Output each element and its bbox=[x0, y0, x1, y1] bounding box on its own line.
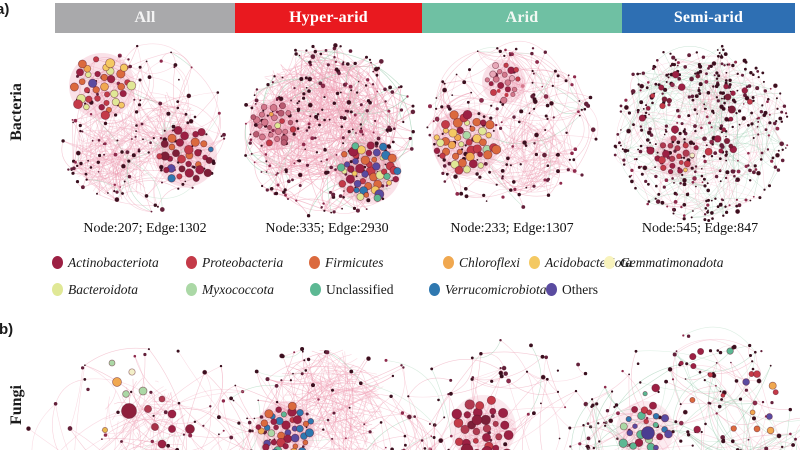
caption-arid: Node:233; Edge:1307 bbox=[450, 221, 574, 236]
proteobacteria-dot-icon bbox=[186, 256, 197, 269]
legend-label: Verrucomicrobiota bbox=[445, 281, 547, 297]
legend-item-chloroflexi: Chloroflexi bbox=[443, 255, 520, 270]
legend-label: Proteobacteria bbox=[202, 254, 284, 270]
legend-label: Others bbox=[562, 281, 598, 297]
panel-b-label: b) bbox=[0, 321, 14, 338]
caption-all: Node:207; Edge:1302 bbox=[83, 221, 207, 236]
unclassified-dot-icon bbox=[310, 283, 321, 296]
legend-item-actinobacteriota: Actinobacteriota bbox=[52, 255, 159, 270]
legend-item-bacteroidota: Bacteroidota bbox=[52, 282, 138, 297]
network-bacteria-all bbox=[61, 43, 226, 213]
legend-label: Bacteroidota bbox=[68, 281, 138, 297]
legend-label: Chloroflexi bbox=[459, 254, 520, 270]
legend-item-unclassified: Unclassified bbox=[310, 282, 393, 297]
legend-label: Gemmatimonadota bbox=[620, 254, 724, 270]
firmicutes-dot-icon bbox=[309, 256, 320, 269]
legend-item-others: Others bbox=[546, 282, 598, 297]
network-fungi-all bbox=[26, 347, 254, 450]
legend-item-proteobacteria: Proteobacteria bbox=[186, 255, 283, 270]
column-header-hyper-arid: Hyper-arid bbox=[235, 3, 422, 33]
bacteroidota-dot-icon bbox=[52, 283, 63, 296]
acidobacteriota-dot-icon bbox=[529, 256, 540, 269]
legend-item-gemmatimonadota: Gemmatimonadota bbox=[604, 255, 724, 270]
caption-semi-arid: Node:545; Edge:847 bbox=[641, 221, 759, 236]
gemmatimonadota-dot-icon bbox=[604, 256, 615, 269]
column-header-semi-arid: Semi-arid bbox=[622, 3, 795, 33]
others-dot-icon bbox=[546, 283, 557, 296]
legend-label: Myxococcota bbox=[202, 281, 274, 297]
actinobacteriota-dot-icon bbox=[52, 256, 63, 269]
network-fungi-hyper-arid bbox=[217, 347, 446, 450]
column-header-arid: Arid bbox=[422, 3, 622, 33]
network-bacteria-arid bbox=[426, 41, 599, 209]
column-header-all: All bbox=[55, 3, 235, 33]
myxococcota-dot-icon bbox=[186, 283, 197, 296]
panel-a-label: a) bbox=[0, 1, 10, 18]
network-bacteria-hyper-arid bbox=[244, 43, 416, 218]
legend-item-firmicutes: Firmicutes bbox=[309, 255, 384, 270]
legend-label: Unclassified bbox=[326, 281, 394, 297]
caption-hyper-arid: Node:335; Edge:2930 bbox=[265, 221, 389, 236]
legend-item-verrucomicrobiota: Verrucomicrobiota bbox=[429, 282, 547, 297]
legend-label: Actinobacteriota bbox=[68, 254, 159, 270]
legend-label: Firmicutes bbox=[325, 254, 384, 270]
verrucomicrobiota-dot-icon bbox=[429, 283, 440, 296]
legend-item-myxococcota: Myxococcota bbox=[186, 282, 274, 297]
network-bacteria-semi-arid bbox=[613, 44, 789, 222]
network-fungi-semi-arid bbox=[571, 326, 800, 450]
chloroflexi-dot-icon bbox=[443, 256, 454, 269]
